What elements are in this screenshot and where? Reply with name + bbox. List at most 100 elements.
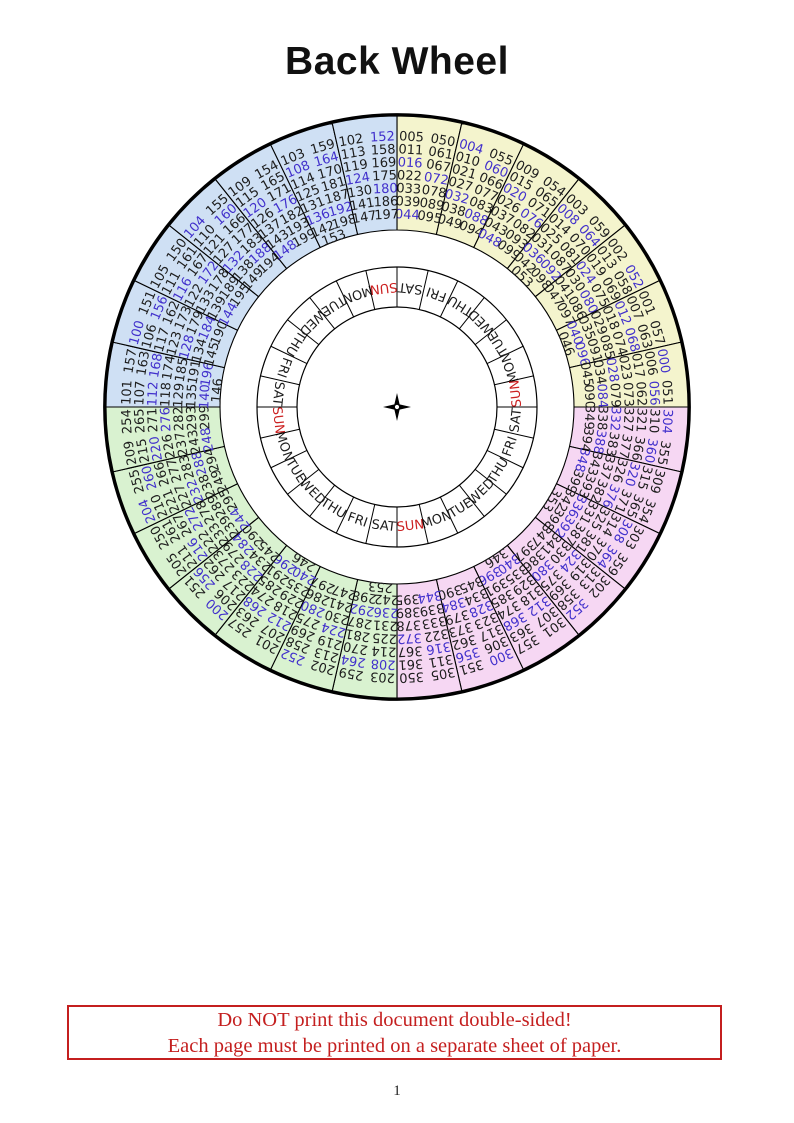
sector-number: 276	[158, 407, 174, 433]
sector-number: 299	[197, 405, 213, 431]
sector-number: 361	[398, 655, 424, 671]
sector-number: 219	[316, 631, 344, 652]
sector-number: 107	[132, 380, 148, 406]
sector-number: 028	[602, 356, 621, 383]
day-cell-divider	[309, 297, 336, 330]
day-label: SAT	[507, 407, 525, 433]
sector-number: 241	[327, 593, 355, 614]
wheel-sector-12: 3003063173233283343453513563623733793843…	[436, 565, 524, 692]
day-cell-divider	[439, 496, 459, 534]
wheel-sector-24: 1041101211271321381491551601661771831881…	[168, 178, 288, 298]
sector-number: 253	[368, 578, 394, 595]
sector-number: 091	[583, 337, 604, 365]
sector-number: 310	[645, 408, 661, 434]
sector-number: 379	[443, 606, 471, 627]
wheel-outer-rim	[103, 113, 691, 701]
sector-number: 056	[645, 380, 661, 406]
day-cell-divider	[458, 297, 485, 330]
sector-number: 005	[399, 129, 425, 145]
day-cell-divider	[458, 484, 485, 517]
sector-number: 322	[423, 625, 450, 644]
sector-number: 068	[621, 326, 642, 354]
sector-number: 305	[429, 664, 456, 683]
sector-number: 079	[606, 382, 622, 408]
sector-number: 243	[186, 428, 205, 455]
sector-number: 316	[425, 638, 452, 657]
sector-number: 338	[593, 405, 609, 431]
sector-number: 163	[134, 350, 153, 377]
sector-number: 016	[397, 155, 423, 171]
sector-number: 011	[398, 142, 424, 158]
sector-number: 044	[395, 207, 421, 223]
sector-number: 348	[571, 446, 592, 474]
sector-number: 350	[399, 668, 425, 684]
day-cell-divider	[486, 345, 524, 365]
day-cell-divider	[439, 280, 459, 318]
sector-number: 248	[198, 426, 217, 453]
sector-number: 230	[323, 606, 351, 627]
sector-number: 147	[351, 208, 378, 227]
day-cell-divider	[418, 504, 429, 544]
sector-number: 135	[184, 383, 200, 409]
day-label: FRI	[345, 510, 369, 531]
sector-number: 378	[396, 616, 422, 632]
sector-number: 095	[416, 208, 443, 227]
sector-number: 049	[436, 212, 464, 233]
sector-number: 373	[446, 618, 474, 639]
sector-number: 264	[340, 651, 367, 670]
sector-number: 000	[654, 348, 673, 375]
sector-number: 146	[209, 378, 226, 404]
sector-number: 266	[152, 460, 173, 488]
sector-number: 277	[164, 456, 185, 484]
sector-number: 141	[349, 196, 376, 215]
sector-number: 384	[439, 593, 467, 614]
day-cell-divider	[287, 468, 320, 495]
sector-number: 113	[340, 144, 367, 163]
center-star-icon	[383, 393, 411, 421]
sector-number: 226	[160, 433, 179, 460]
sector-number: 270	[342, 638, 369, 657]
sector-number: 004	[457, 137, 485, 158]
sector-number: 074	[608, 330, 629, 358]
warning-line-2: Each page must be printed on a separate …	[167, 1034, 622, 1057]
sector-number: 051	[658, 380, 674, 406]
sector-number: 383	[602, 431, 621, 458]
sector-number: 213	[312, 643, 340, 664]
sector-number: 187	[323, 187, 351, 208]
sector-number: 389	[395, 603, 421, 619]
day-cell-divider	[474, 319, 507, 346]
sector-number: 293	[184, 405, 200, 431]
sector-number: 254	[119, 409, 135, 435]
sector-number: 360	[641, 437, 660, 464]
sector-number: 032	[443, 187, 471, 208]
sector-number: 072	[423, 170, 450, 189]
sector-number: 180	[372, 181, 398, 197]
day-label: SUN	[507, 379, 525, 408]
sector-number: 174	[160, 354, 179, 381]
sector-number: 045	[577, 361, 596, 388]
sector-number: 288	[189, 449, 210, 477]
sector-number: 242	[374, 591, 400, 607]
sector-number: 089	[418, 196, 445, 215]
sector-number: 102	[338, 131, 365, 150]
sector-number: 078	[421, 183, 448, 202]
sector-number: 017	[628, 352, 647, 379]
day-label: FRI	[273, 355, 294, 379]
day-cell-divider	[309, 484, 336, 517]
sector-number: 170	[316, 162, 344, 183]
sector-number: 247	[330, 581, 358, 602]
sector-number: 197	[374, 207, 400, 223]
sector-number: 023	[615, 354, 634, 381]
warning-box: Do NOT print this document double-sided!…	[67, 1005, 722, 1060]
sector-number: 084	[593, 383, 609, 409]
wheel-sector-17: 2002062172232282342452512562622732792842…	[168, 516, 288, 636]
sector-number: 236	[373, 603, 399, 619]
sector-number: 332	[606, 406, 622, 432]
sector-number: 073	[619, 382, 635, 408]
wheel-sector-1: 0040100210270320380490550600660770830880…	[436, 122, 524, 249]
sector-number: 198	[330, 212, 358, 233]
